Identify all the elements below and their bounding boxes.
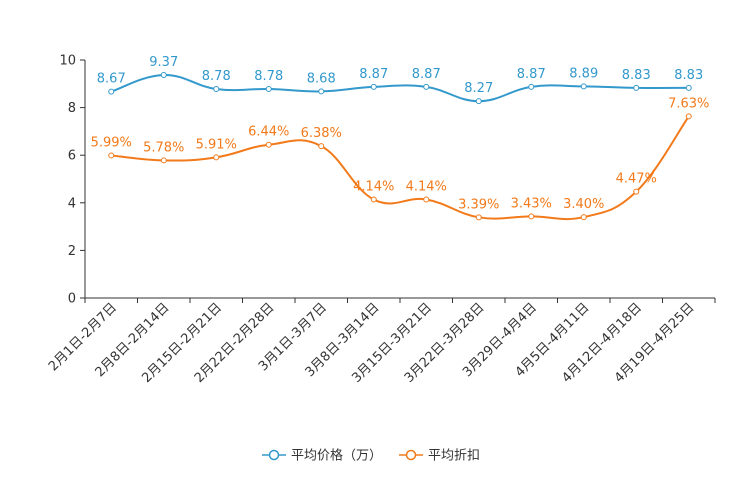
y-tick-label: 10: [59, 54, 76, 69]
series-1-point: [265, 86, 272, 93]
series-1-line: [110, 73, 689, 103]
series-1-data-label: 8.68: [307, 71, 336, 86]
series-1-data-label: 8.78: [202, 69, 231, 84]
series-1-point: [318, 88, 325, 95]
series-2-point: [528, 213, 535, 220]
series-1-data-label: 8.87: [517, 67, 546, 82]
series-1-point: [370, 83, 377, 90]
series-1-point: [580, 83, 587, 90]
series-2-point: [108, 152, 115, 159]
series-1-data-label: 9.37: [149, 55, 178, 70]
series-2-point: [213, 154, 220, 161]
series-2-data-label: 6.38%: [301, 126, 342, 141]
series-1-data-label: 8.87: [359, 67, 388, 82]
series-2-point: [475, 214, 482, 221]
y-tick-label: 0: [68, 292, 76, 307]
series-1-data-label: 8.83: [674, 68, 703, 83]
series-1-point: [633, 84, 640, 91]
legend-1-label: 平均价格（万）: [291, 448, 382, 464]
series-2-point: [265, 141, 272, 148]
series-1-data-label: 8.87: [412, 67, 441, 82]
series-2-data-label: 3.40%: [563, 197, 604, 212]
series-2-data-label: 3.39%: [458, 197, 499, 212]
series-2-data-label: 4.14%: [353, 179, 394, 194]
series-1-data-label: 8.83: [622, 68, 651, 83]
series-2-point: [423, 196, 430, 203]
legend-2-label: 平均折扣: [428, 449, 480, 464]
series-1-point: [108, 88, 115, 95]
series-1-data-label: 8.78: [254, 69, 283, 84]
series-2-data-label: 5.78%: [143, 140, 184, 155]
y-tick-label: 8: [68, 101, 76, 116]
series-1-point: [685, 84, 692, 91]
series-1-data-label: 8.67: [97, 72, 126, 87]
series-2-data-label: 7.63%: [668, 96, 709, 111]
series-2-data-label: 6.44%: [248, 125, 289, 140]
series-2-data-label: 5.91%: [196, 137, 237, 152]
series-2-data-label: 4.14%: [406, 179, 447, 194]
series-1-point: [475, 98, 482, 105]
series-2-data-label: 4.47%: [616, 172, 657, 187]
series-1-data-label: 8.89: [569, 66, 598, 81]
y-tick-label: 6: [68, 149, 76, 164]
legend-2-marker: [405, 449, 417, 461]
series-1-point: [528, 83, 535, 90]
y-tick-label: 4: [68, 196, 76, 211]
series-1-point: [160, 71, 167, 78]
series-2-point: [685, 113, 692, 120]
series-2-point: [370, 196, 377, 203]
series-1-point: [213, 86, 220, 93]
series-2-point: [160, 157, 167, 164]
series-2-point: [318, 143, 325, 150]
series-2-data-label: 5.99%: [91, 135, 132, 150]
series-1-point: [423, 83, 430, 90]
legend-1-marker: [268, 449, 280, 461]
y-tick-label: 2: [68, 244, 76, 259]
series-2-data-label: 3.43%: [511, 196, 552, 211]
series-2-point: [633, 188, 640, 195]
series-2-point: [580, 214, 587, 221]
series-1-data-label: 8.27: [464, 81, 493, 96]
